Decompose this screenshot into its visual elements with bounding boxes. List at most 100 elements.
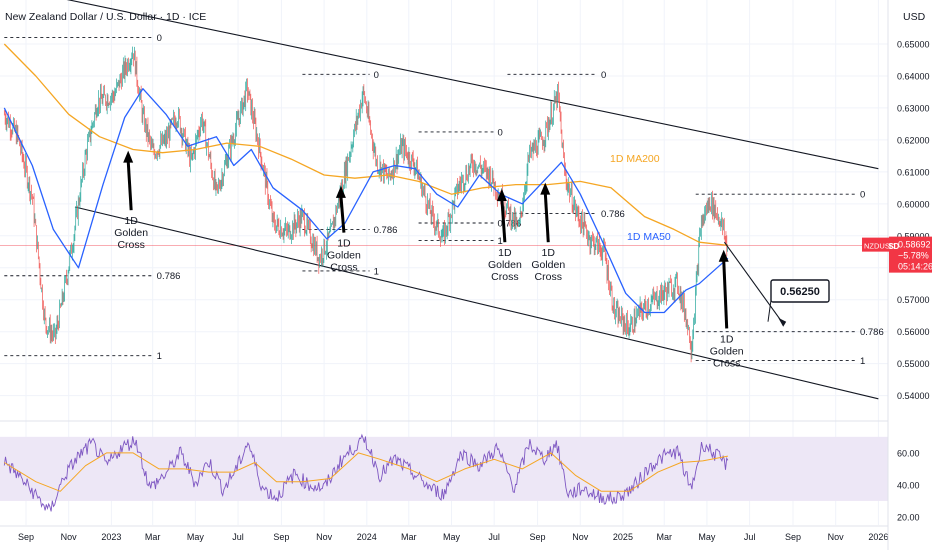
x-tick-label: Nov	[316, 532, 333, 542]
golden-cross-label: 1D	[542, 247, 556, 259]
x-tick-label: Jul	[744, 532, 756, 542]
last-price-badge: NZDUSDNZDUSD0.58692−5.78%05:14:26	[862, 236, 932, 273]
rsi-tick-label: 40.00	[897, 480, 920, 490]
golden-cross-label: 1D	[337, 238, 351, 250]
golden-cross-arrow-head	[335, 185, 346, 198]
rsi-line	[3, 433, 729, 512]
last-price-change: −5.78%	[898, 251, 929, 261]
fib-level-label: 0	[374, 70, 379, 81]
last-price-value: 0.58692	[898, 240, 931, 250]
y-tick-label: 0.65000	[897, 39, 930, 49]
golden-cross-label: Golden	[488, 259, 522, 271]
fib-level-label: 0	[497, 127, 502, 138]
y-tick-label: 0.63000	[897, 103, 930, 113]
golden-cross-label: Cross	[535, 271, 562, 283]
golden-cross-arrow-shaft	[722, 259, 729, 329]
symbol-label-text: NZDUSD	[864, 242, 896, 251]
x-tick-label: Jul	[232, 532, 244, 542]
y-tick-label: 0.57000	[897, 295, 930, 305]
y-tick-label: 0.56000	[897, 327, 930, 337]
fib-level-label: 1	[860, 356, 865, 367]
channel-upper-line	[66, 0, 879, 170]
x-tick-label: 2023	[101, 532, 121, 542]
x-tick-label: Mar	[145, 532, 161, 542]
y-tick-label: 0.62000	[897, 135, 930, 145]
y-tick-label: 0.59000	[897, 231, 930, 241]
golden-cross-arrow-head	[540, 182, 551, 195]
y-tick-label: 0.60000	[897, 199, 930, 209]
rsi-pane	[3, 433, 729, 512]
channel-lower-line	[74, 206, 879, 400]
target-box	[770, 279, 830, 303]
x-tick-label: Nov	[572, 532, 589, 542]
fib-level-label: 1	[497, 236, 502, 247]
fib-level-label: 0	[601, 70, 606, 81]
golden-cross-label: Golden	[531, 259, 565, 271]
x-tick-label: 2026	[868, 532, 888, 542]
x-tick-label: Nov	[61, 532, 78, 542]
x-tick-label: Sep	[18, 532, 34, 542]
golden-cross-label: 1D	[498, 247, 512, 259]
fib-level-label: 1	[157, 351, 162, 362]
projection-arrow-head	[778, 317, 787, 327]
x-tick-label: May	[698, 532, 716, 542]
rsi-tick-label: 60.00	[897, 448, 920, 458]
golden-cross-label: Cross	[330, 262, 357, 274]
x-tick-label: Sep	[530, 532, 546, 542]
golden-cross-label: Cross	[117, 239, 144, 251]
x-tick-label: Sep	[273, 532, 289, 542]
golden-cross-arrow-shaft	[339, 195, 346, 233]
moving-averages: 1D MA200 1D MA50	[3, 43, 729, 314]
fib-level-label: 0.786	[860, 327, 884, 338]
y-tick-label: 0.55000	[897, 359, 930, 369]
rsi-ma-line	[4, 452, 728, 492]
y-tick-label: 0.54000	[897, 391, 930, 401]
golden-cross-label: 1D	[720, 333, 734, 345]
x-tick-label: Mar	[401, 532, 417, 542]
x-tick-label: Jul	[488, 532, 500, 542]
ma200-label: 1D MA200	[610, 153, 660, 165]
golden-cross-arrow-shaft	[126, 160, 133, 211]
golden-cross-arrow-head	[718, 249, 729, 262]
golden-cross-arrow-shaft	[500, 198, 507, 243]
x-tick-label: Sep	[785, 532, 801, 542]
golden-cross-label: Cross	[713, 357, 740, 369]
fib-level-label: 0.786	[601, 209, 625, 220]
golden-cross-label: 1D	[124, 215, 138, 227]
target-label: 0.56250	[780, 286, 820, 298]
golden-cross-arrow-head	[496, 189, 507, 202]
last-price-badge-bg	[889, 236, 932, 273]
golden-cross-label: Golden	[710, 345, 744, 357]
x-tick-label: May	[443, 532, 461, 542]
y-tick-label: 0.61000	[897, 167, 930, 177]
currency-label: USD	[903, 11, 926, 23]
projection-line	[723, 241, 784, 325]
y-tick-label: 0.64000	[897, 71, 930, 81]
x-tick-label: 2025	[613, 532, 633, 542]
x-tick-label: Nov	[828, 532, 845, 542]
fib-level-label: 1	[374, 266, 379, 277]
x-tick-label: Mar	[656, 532, 672, 542]
fib-level-label: 0	[157, 33, 162, 44]
x-tick-label: 2024	[357, 532, 377, 542]
symbol-badge-bg	[862, 237, 889, 252]
x-tick-label: May	[187, 532, 205, 542]
ma50-label: 1D MA50	[627, 231, 671, 243]
bar-countdown: 05:14:26	[898, 262, 932, 272]
fib-level-label: 0.786	[374, 225, 398, 236]
ma50-line	[3, 88, 729, 314]
golden-cross-label: Golden	[327, 250, 361, 262]
fib-level-label: 0	[860, 190, 865, 201]
chart-title: New Zealand Dollar / U.S. Dollar · 1D · …	[5, 11, 206, 23]
ma200-line	[3, 43, 728, 247]
fib-level-label: 0.786	[157, 271, 181, 282]
channel-lines	[66, 0, 879, 400]
rsi-tick-label: 20.00	[897, 512, 920, 522]
golden-cross-arrow-shaft	[543, 192, 550, 243]
golden-cross-arrow-head	[123, 150, 134, 163]
golden-cross-label: Golden	[114, 227, 148, 239]
rsi-band	[0, 436, 888, 501]
